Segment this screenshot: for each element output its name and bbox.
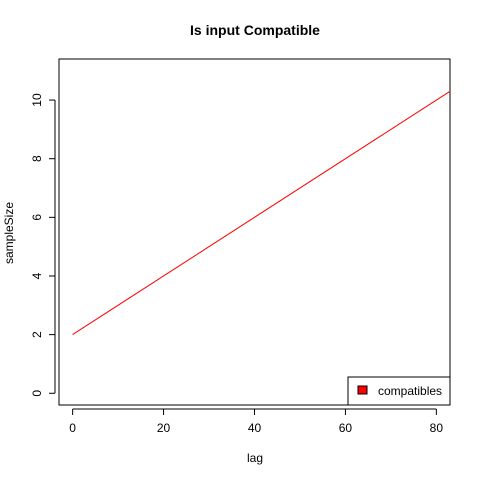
y-tick-label: 4: [30, 272, 44, 279]
y-axis-label: sampleSize: [2, 202, 16, 264]
series-layer: [72, 90, 451, 336]
y-tick-label: 6: [30, 214, 44, 221]
x-tick-label: 60: [339, 421, 353, 435]
y-tick-label: 0: [30, 390, 44, 397]
plot-frame: [58, 58, 451, 406]
x-tick-label: 80: [430, 421, 444, 435]
legend-entry-compatibles: compatibles: [378, 384, 442, 398]
y-axis: 0 2 4 6 8 10: [30, 93, 56, 397]
x-tick-label: 20: [157, 421, 171, 435]
y-tick-label: 2: [30, 331, 44, 338]
y-tick-label: 10: [30, 93, 44, 107]
x-axis-label: lag: [247, 451, 263, 465]
legend-swatch: [357, 385, 368, 395]
chart-title: Is input Compatible: [190, 22, 320, 38]
legend: compatibles: [347, 376, 451, 406]
x-tick-label: 40: [248, 421, 262, 435]
series-line-compatibles: [72, 90, 451, 336]
x-tick-label: 0: [69, 421, 76, 435]
x-axis: 0 20 40 60 80: [69, 408, 444, 435]
y-tick-label: 8: [30, 155, 44, 162]
